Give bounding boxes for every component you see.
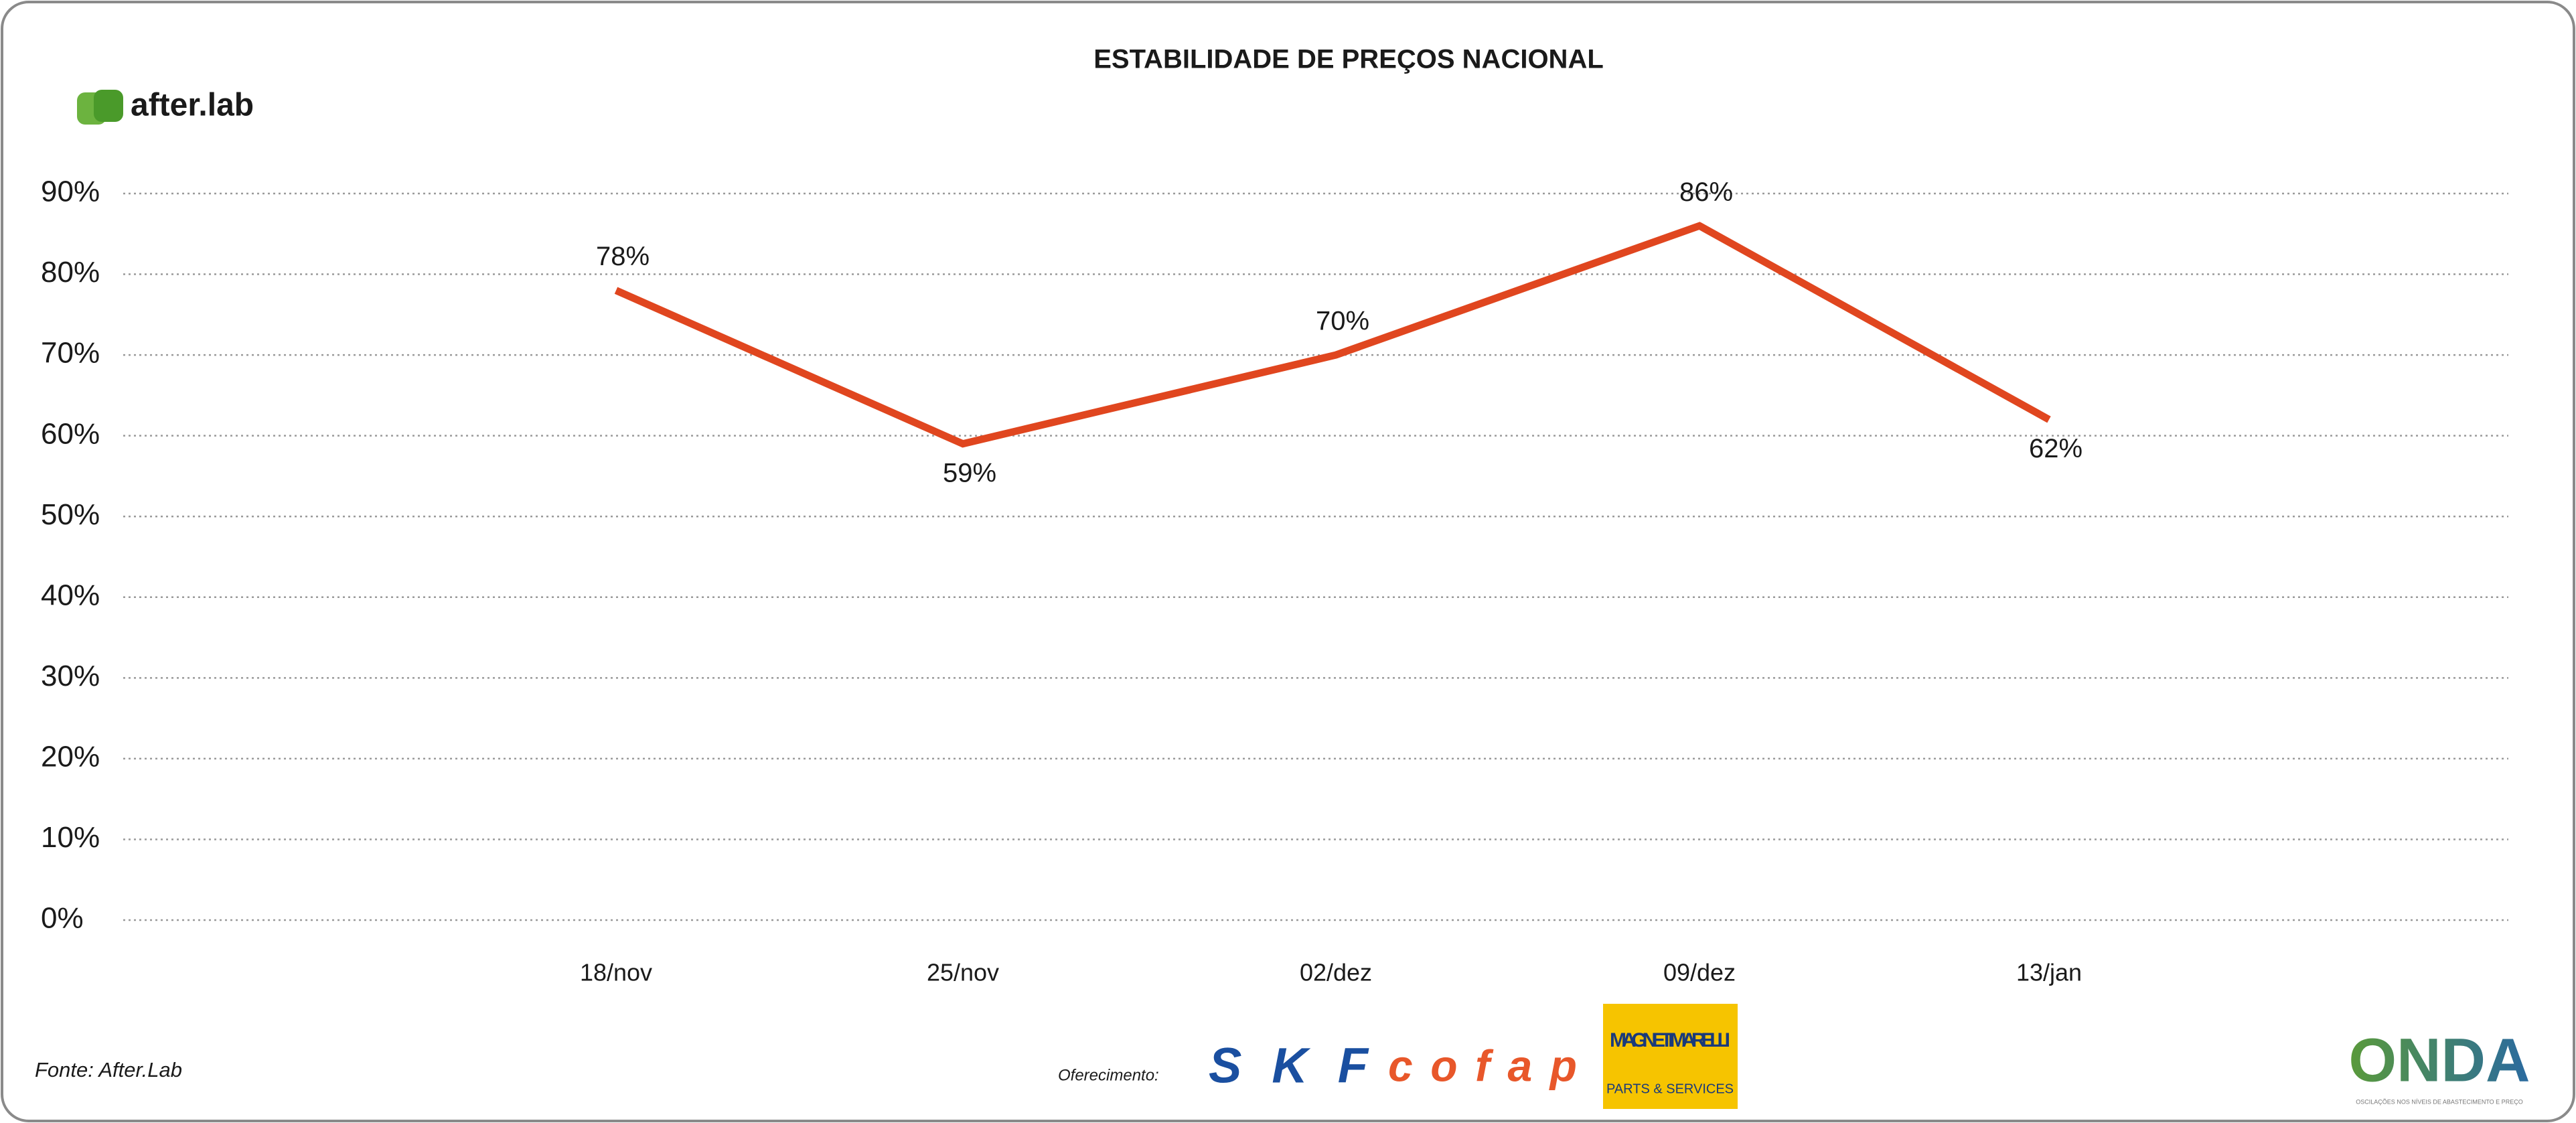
data-label: 59% — [943, 458, 996, 488]
sponsor-label: Oferecimento: — [1058, 1066, 1159, 1084]
x-tick-label: 18/nov — [580, 959, 652, 986]
brand-tagline: OSCILAÇÕES NOS NÍVEIS DE ABASTECIMENTO E… — [2356, 1098, 2522, 1105]
data-label: 78% — [596, 242, 650, 271]
source: Fonte: After.Lab — [35, 1058, 182, 1081]
y-tick-label: 60% — [41, 417, 100, 450]
y-tick-label: 80% — [41, 256, 100, 289]
data-label: 86% — [1679, 177, 1733, 207]
y-tick-label: 70% — [41, 337, 100, 370]
y-tick-label: 90% — [41, 175, 100, 208]
data-label: 70% — [1316, 307, 1369, 336]
y-tick-label: 40% — [41, 579, 100, 611]
brand: ONDA — [2349, 1026, 2530, 1094]
y-tick-label: 30% — [41, 660, 100, 692]
sponsor-box — [1603, 1004, 1738, 1109]
logo-text: after.lab — [131, 88, 254, 123]
y-tick-label: 50% — [41, 498, 100, 531]
x-tick-label: 13/jan — [2016, 959, 2082, 986]
sponsor-skf: SKF — [1209, 1038, 1369, 1094]
afterlab-logo: after.lab — [77, 88, 254, 125]
line — [614, 222, 2051, 448]
y-tick-label: 0% — [41, 902, 84, 935]
sponsor-sub: PARTS & SERVICES — [1606, 1081, 1734, 1096]
data-label: 62% — [2029, 434, 2082, 463]
x-tick-label: 25/nov — [927, 959, 999, 986]
y-tick-label: 20% — [41, 741, 100, 773]
y-tick-label: 10% — [41, 821, 100, 854]
x-tick-label: 02/dez — [1300, 959, 1372, 986]
sponsor-magneti: MAGNETI MARELLI — [1610, 1029, 1730, 1051]
x-tick-label: 09/dez — [1663, 959, 1736, 986]
chart-title: ESTABILIDADE DE PREÇOS NACIONAL — [1093, 45, 1604, 74]
